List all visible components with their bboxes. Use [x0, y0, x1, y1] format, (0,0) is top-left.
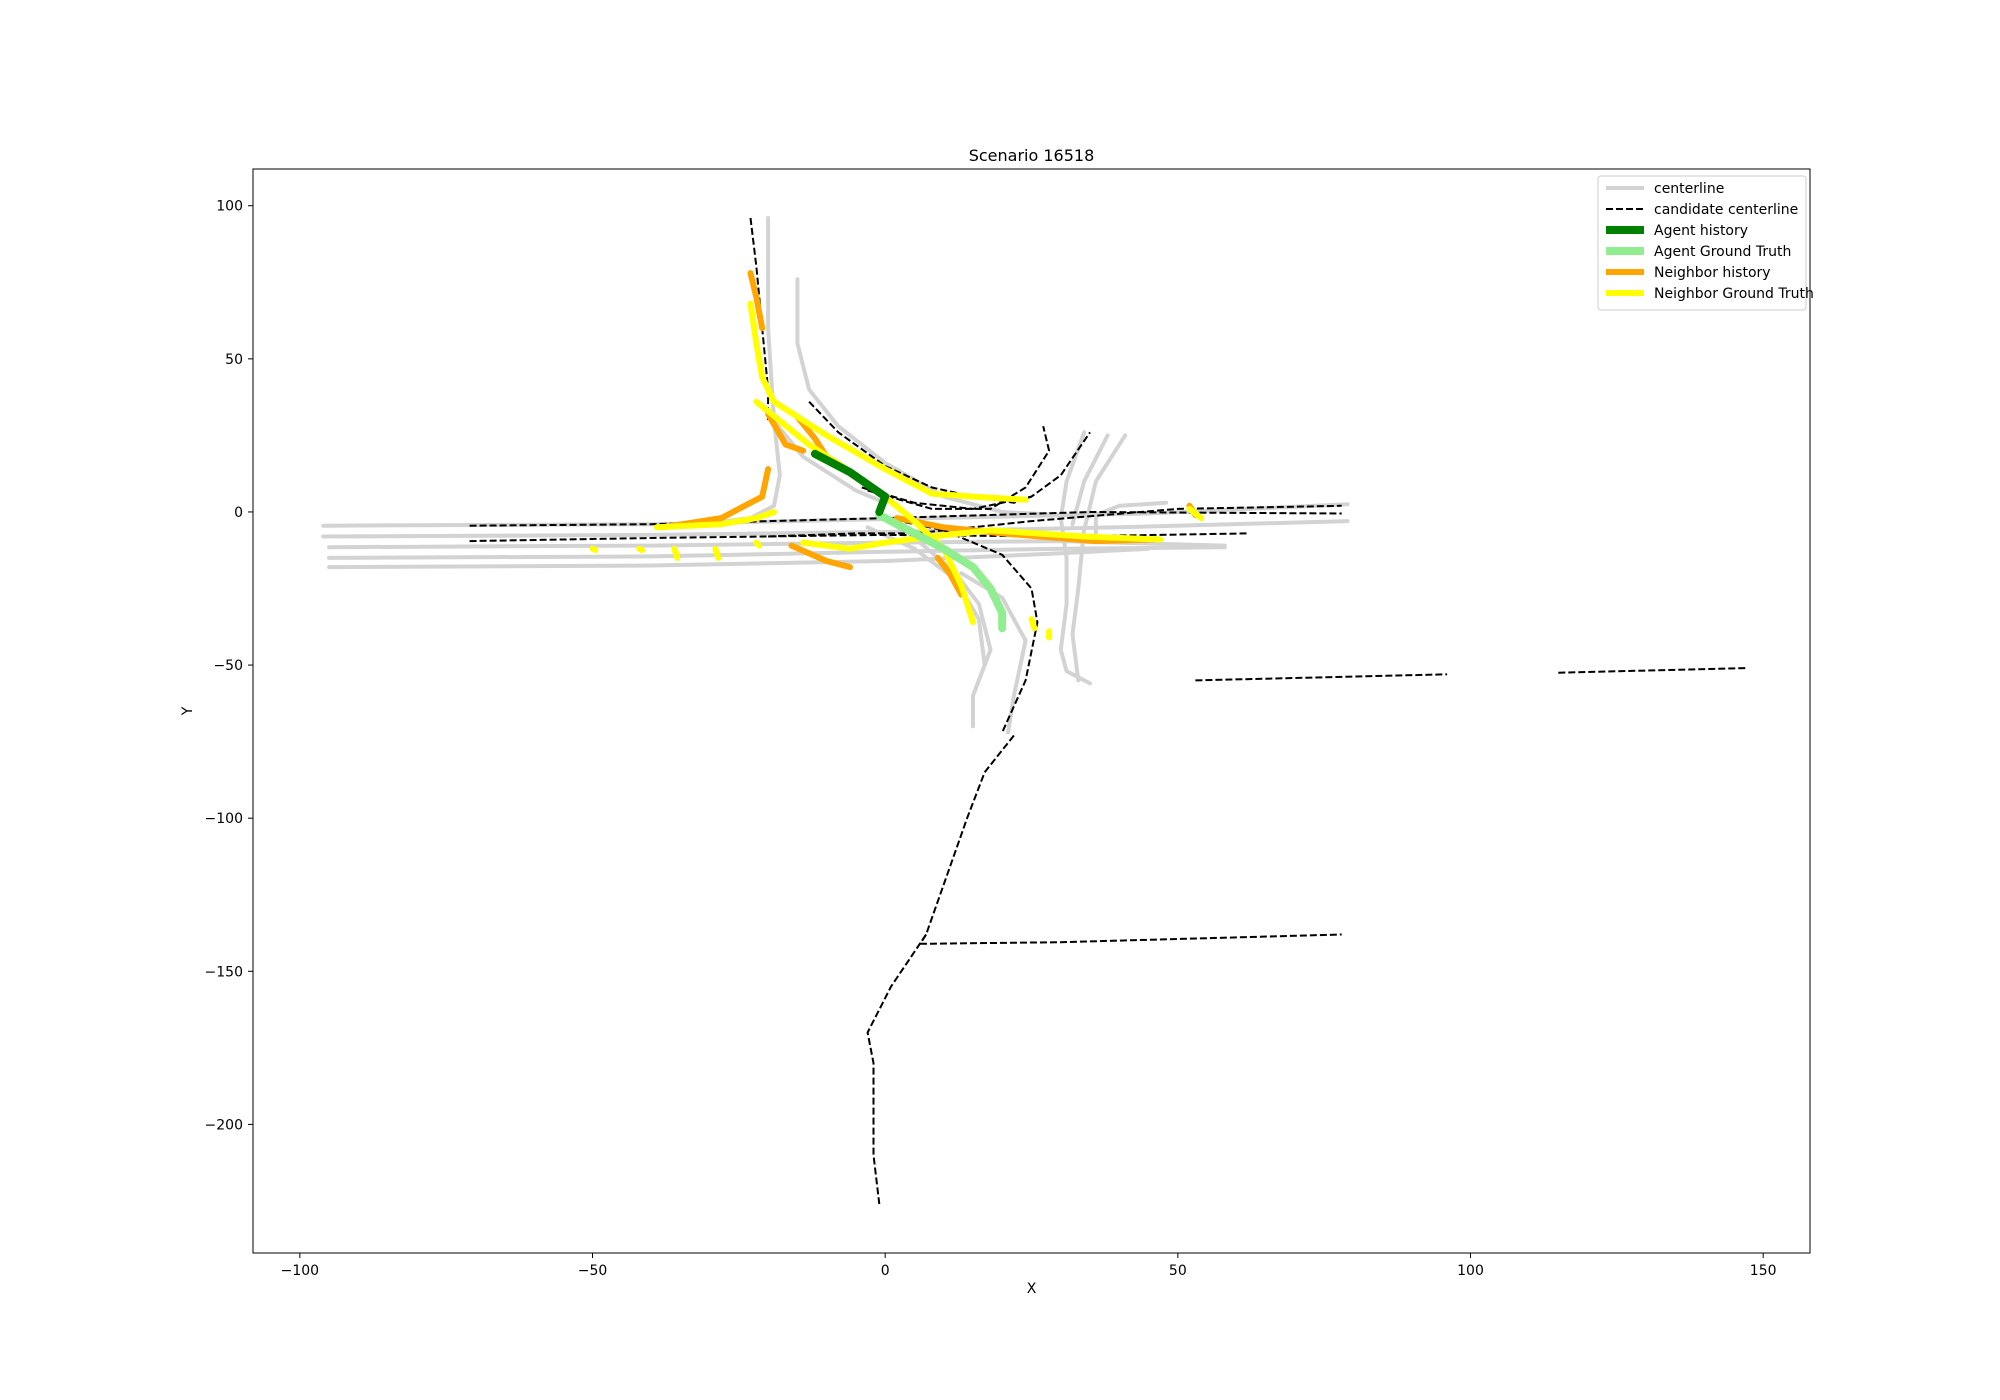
neighbor-ground-truth-path	[636, 545, 646, 554]
centerline-path	[327, 545, 1227, 560]
chart-title: Scenario 16518	[969, 146, 1095, 165]
neighbor-ground-truth-path	[1186, 505, 1205, 522]
y-axis-label: Y	[180, 706, 196, 716]
neighbor-ground-truth-path	[671, 545, 681, 561]
y-tick-label: −50	[213, 658, 243, 674]
legend-label: Agent Ground Truth	[1654, 244, 1791, 260]
candidate-centerline-path	[866, 933, 927, 1205]
x-tick-label: −50	[578, 1263, 608, 1279]
centerline-path	[918, 540, 993, 729]
neighbor-history-path	[934, 554, 965, 598]
candidate-centerline-path	[768, 504, 1342, 538]
legend-box	[1597, 175, 1807, 311]
y-tick-label: −150	[205, 964, 243, 980]
legend-label: centerline	[1654, 181, 1724, 197]
candidate-centerline-path	[1195, 673, 1448, 682]
neighbor-ground-truth-path	[653, 509, 777, 531]
y-tick-label: 100	[216, 199, 243, 215]
plot-area	[321, 216, 1746, 1205]
centerline-path	[321, 519, 1350, 539]
neighbor-ground-truth-path	[1028, 616, 1038, 632]
neighbor-ground-truth-path	[800, 527, 1164, 552]
centerline-path	[327, 546, 1151, 570]
y-tick-label: 50	[225, 352, 243, 368]
legend-label: Neighbor Ground Truth	[1654, 286, 1814, 302]
centerline-path	[1070, 525, 1087, 683]
neighbor-ground-truth-path	[589, 545, 599, 554]
centerline-path	[795, 277, 1063, 517]
centerline-path	[1082, 433, 1128, 533]
y-tick-label: −100	[205, 811, 243, 827]
x-tick-label: 150	[1750, 1263, 1777, 1279]
candidate-centerline-path	[1558, 667, 1746, 674]
x-tick-label: 50	[1169, 1263, 1187, 1279]
centerline-path	[1058, 516, 1092, 686]
candidate-centerline-path	[919, 734, 1342, 945]
candidate-centerline-path	[884, 517, 1039, 733]
neighbor-ground-truth-path	[747, 300, 1029, 503]
agent-ground-truth-path	[875, 511, 1007, 633]
neighbor-ground-truth-path	[753, 398, 976, 626]
x-tick-label: 100	[1457, 1263, 1484, 1279]
neighbor-history-path	[747, 270, 766, 332]
legend-label: Neighbor history	[1654, 265, 1771, 281]
x-tick-label: 0	[881, 1263, 890, 1279]
neighbor-ground-truth-path	[753, 539, 763, 549]
neighbor-history-path	[765, 411, 807, 454]
centerline-path	[1093, 500, 1169, 536]
candidate-centerline-path	[808, 401, 1032, 504]
legend: centerline candidate centerline Agent hist…	[1597, 175, 1814, 311]
neighbor-history-path	[788, 542, 853, 571]
plot-frame	[252, 168, 1811, 1254]
centerline-path	[1070, 433, 1110, 527]
centerline-path	[766, 412, 888, 505]
y-tick-label: −200	[205, 1117, 243, 1133]
x-axis-label: X	[1027, 1281, 1037, 1297]
candidate-centerline-path	[861, 431, 1091, 510]
legend-label: candidate centerline	[1654, 202, 1798, 218]
y-tick-label: 0	[234, 505, 243, 521]
agent-history-path	[810, 449, 890, 516]
x-tick-label: −100	[281, 1263, 319, 1279]
neighbor-ground-truth-path	[712, 545, 722, 561]
axis-ticks: −100 −50 0 50 100 150 100 50 0 −50 −100 −150 −200	[205, 199, 1777, 1279]
legend-label: Agent history	[1654, 223, 1748, 239]
